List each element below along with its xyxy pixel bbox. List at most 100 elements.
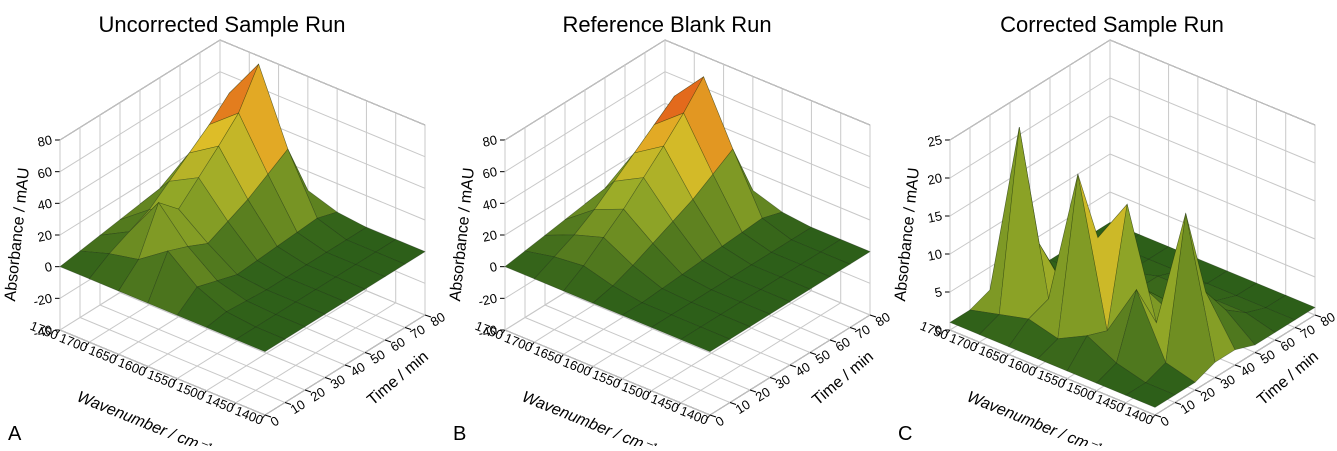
tick-mark <box>1254 352 1262 355</box>
y-tick-label: 20 <box>1198 384 1218 404</box>
y-tick-label: 40 <box>1238 359 1258 379</box>
tick-mark <box>617 378 623 384</box>
grid-line <box>99 304 306 391</box>
y-tick-label: 80 <box>873 309 893 329</box>
y-tick-label: 20 <box>308 384 328 404</box>
tick-mark <box>143 366 149 372</box>
tick-mark <box>1294 327 1302 330</box>
chart-title: Reference Blank Run <box>562 12 771 37</box>
tick-mark <box>705 414 711 421</box>
z-tick-label: 0 <box>488 259 498 275</box>
grid-line <box>119 292 326 378</box>
y-tick-label: 80 <box>1318 309 1337 329</box>
x-tick-label: 1650 <box>977 342 1009 367</box>
x-tick-label: 1650 <box>87 342 119 367</box>
z-tick-label: 0 <box>43 259 53 275</box>
z-tick-label: 20 <box>481 227 498 245</box>
z-tick-label: 25 <box>926 132 943 150</box>
tick-mark <box>709 414 717 418</box>
y-tick-label: 70 <box>853 322 873 342</box>
tick-mark <box>588 366 594 372</box>
grid-line <box>79 317 286 403</box>
y-tick-label: 0 <box>713 413 727 430</box>
tick-mark <box>1033 366 1039 372</box>
y-tick-label: 30 <box>773 372 793 392</box>
tick-mark <box>529 341 535 348</box>
x-tick-label: 1400 <box>678 403 710 428</box>
z-tick-label: 15 <box>926 208 943 226</box>
tick-mark <box>404 327 412 330</box>
tick-mark <box>849 327 857 330</box>
y-tick-label: 50 <box>1258 347 1278 367</box>
z-tick-label: 40 <box>36 196 53 214</box>
x-tick-label: 1500 <box>1064 379 1096 404</box>
x-tick-label: 1600 <box>116 354 148 379</box>
z-tick-label: 20 <box>926 170 943 188</box>
y-tick-label: 70 <box>408 322 428 342</box>
tick-mark <box>1194 389 1202 393</box>
y-tick-label: 0 <box>268 413 282 430</box>
tick-mark <box>114 353 119 360</box>
z-tick-label: -40 <box>32 322 54 341</box>
tick-mark <box>284 402 292 405</box>
x-tick-label: 1650 <box>532 342 564 367</box>
tick-mark <box>769 377 777 380</box>
tick-mark <box>974 341 980 348</box>
grid-line <box>664 39 871 126</box>
z-tick-label: 80 <box>481 132 498 150</box>
tick-mark <box>789 364 797 368</box>
tick-mark <box>364 352 372 355</box>
tick-mark <box>1274 339 1282 343</box>
surface-patch <box>1125 382 1176 408</box>
y-tick-label: 30 <box>1218 372 1238 392</box>
tick-mark <box>1150 414 1156 421</box>
tick-mark <box>55 329 61 336</box>
x-tick-label: 1600 <box>1006 354 1038 379</box>
tick-mark <box>945 329 951 336</box>
z-tick-label: 80 <box>36 132 53 150</box>
surface-patch <box>235 326 286 353</box>
x-tick-label: 1400 <box>1123 403 1155 428</box>
x-tick-label: 1500 <box>619 379 651 404</box>
z-tick-label: 60 <box>481 164 498 182</box>
grid-line <box>1109 77 1316 164</box>
tick-mark <box>1214 377 1222 380</box>
x-tick-label: 1750 <box>473 318 505 343</box>
grid-line <box>524 317 731 403</box>
z-tick-label: -20 <box>477 291 499 310</box>
y-tick-label: 60 <box>388 334 408 354</box>
y-tick-label: 50 <box>813 347 833 367</box>
y-tick-label: 80 <box>428 309 448 329</box>
chart-title: Uncorrected Sample Run <box>98 12 345 37</box>
x-tick-label: 1550 <box>1035 367 1067 392</box>
surface-patch <box>680 326 731 353</box>
tick-mark <box>384 339 392 343</box>
grid-line <box>564 292 771 378</box>
x-tick-label: 1450 <box>1094 391 1126 416</box>
x-tick-label: 1600 <box>561 354 593 379</box>
grid-line <box>1109 153 1316 240</box>
tick-mark <box>829 339 837 343</box>
grid-line <box>219 39 426 126</box>
z-tick-label: 60 <box>36 164 53 182</box>
tick-mark <box>869 314 877 318</box>
y-tick-label: 40 <box>793 359 813 379</box>
tick-mark <box>231 402 237 409</box>
tick-mark <box>749 389 757 393</box>
tick-mark <box>729 402 737 405</box>
z-tick-label: -20 <box>32 291 54 310</box>
x-tick-label: 1550 <box>145 367 177 392</box>
y-tick-label: 10 <box>1178 397 1198 417</box>
x-tick-label: 1450 <box>204 391 236 416</box>
y-tick-label: 60 <box>1278 334 1298 354</box>
tick-mark <box>500 329 506 336</box>
z-tick-label: -40 <box>477 322 499 341</box>
tick-mark <box>424 314 432 318</box>
tick-mark <box>1121 402 1127 409</box>
z-axis-label: Absorbance / mAU <box>2 167 33 302</box>
tick-mark <box>324 377 332 380</box>
y-tick-label: 10 <box>733 397 753 417</box>
panel: -40-200204060801750170016501600155015001… <box>447 12 893 451</box>
z-tick-label: 5 <box>933 284 943 300</box>
